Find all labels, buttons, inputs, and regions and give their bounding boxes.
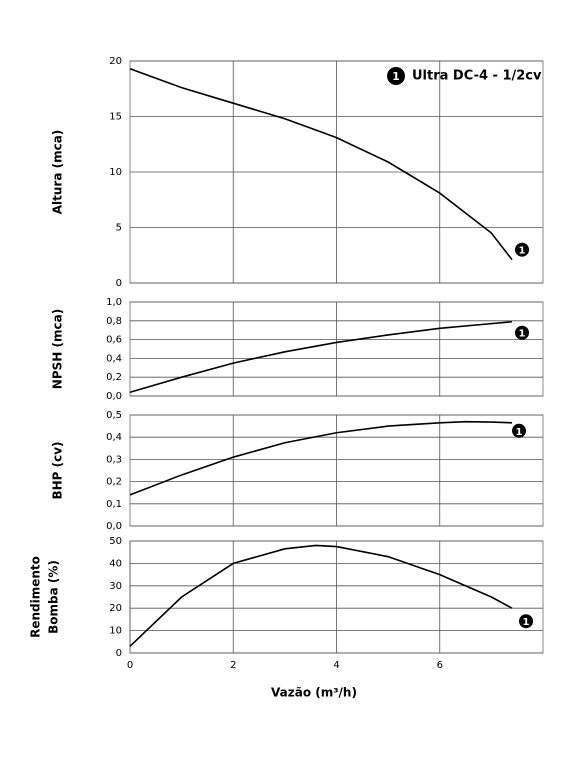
y-axis-label: Altura (mca): [51, 130, 65, 215]
curve-marker: [515, 242, 530, 257]
y-tick-label: 0,2: [106, 477, 122, 488]
y-tick-label: 0,2: [106, 372, 122, 383]
y-tick-label: 0,4: [106, 353, 122, 364]
y-tick-label: 5: [116, 223, 122, 234]
y-axis-label: Rendimento: [29, 556, 43, 638]
curve-marker: [515, 325, 530, 340]
y-tick-label: 1,0: [106, 297, 122, 308]
y-tick-label: 50: [109, 536, 122, 547]
y-tick-label: 0,0: [106, 391, 122, 402]
y-tick-label: 0: [116, 278, 122, 289]
y-tick-label: 0,4: [106, 432, 122, 443]
x-tick-label: 6: [437, 660, 443, 671]
curve-marker-label: 1: [523, 617, 530, 628]
y-tick-label: 20: [109, 603, 122, 614]
y-tick-label: 15: [109, 112, 122, 123]
legend-marker: [387, 67, 405, 85]
y-tick-label: 30: [109, 581, 122, 592]
x-axis-label: Vazão (m³/h): [271, 686, 357, 700]
y-tick-label: 40: [109, 558, 122, 569]
curve-marker: [512, 423, 527, 438]
x-tick-label: 2: [230, 660, 236, 671]
y-tick-label: 0,0: [106, 521, 122, 532]
curve: [129, 544, 513, 647]
y-axis-label: NPSH (mca): [51, 309, 65, 389]
curve-marker-label: 1: [516, 427, 523, 438]
x-tick-label: 0: [127, 660, 133, 671]
y-tick-label: 0,6: [106, 335, 122, 346]
legend-label: Ultra DC-4 - 1/2cv: [412, 69, 542, 84]
y-tick-label: 10: [109, 626, 122, 637]
curve: [129, 420, 513, 496]
y-tick-label: 0: [116, 648, 122, 659]
y-tick-label: 0,5: [106, 410, 122, 421]
y-tick-label: 0,8: [106, 316, 122, 327]
y-tick-label: 10: [109, 167, 122, 178]
legend-marker-label: 1: [392, 70, 400, 83]
y-tick-label: 20: [109, 56, 122, 67]
curve-marker-label: 1: [519, 246, 526, 257]
curve-marker-label: 1: [519, 329, 526, 340]
y-tick-label: 0,1: [106, 499, 122, 510]
x-tick-label: 4: [333, 660, 339, 671]
y-tick-label: 0,3: [106, 454, 122, 465]
curve-marker: [519, 614, 534, 629]
y-axis-label: BHP (cv): [51, 441, 65, 499]
curve: [129, 68, 513, 261]
y-axis-label: Bomba (%): [47, 560, 61, 634]
curve: [129, 320, 513, 394]
